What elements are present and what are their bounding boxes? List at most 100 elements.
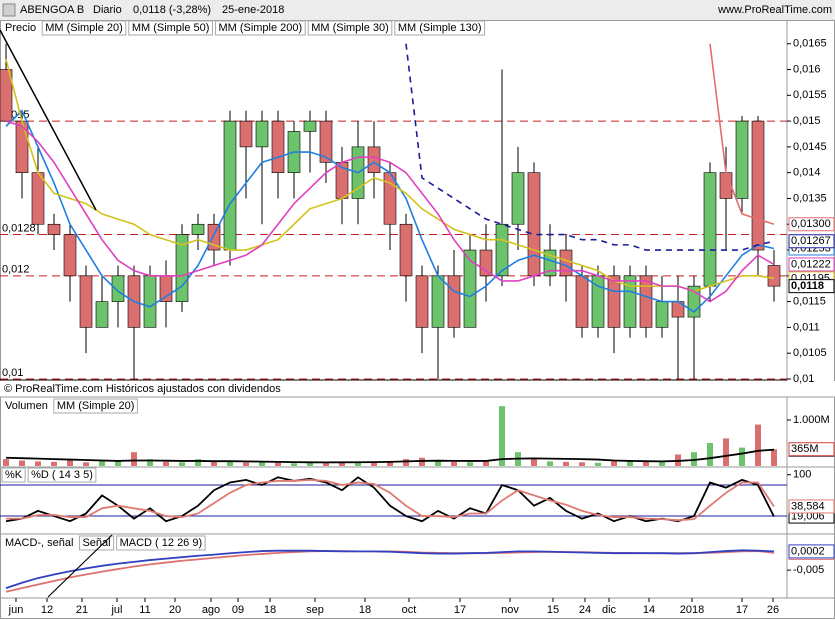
volume-bar [387, 460, 393, 466]
symbol: ABENGOA B [20, 4, 84, 16]
series-line [6, 478, 775, 522]
candle-body [527, 172, 541, 277]
volume-bar [451, 461, 457, 466]
x-tick-label: 17 [454, 604, 466, 616]
series-line [709, 43, 775, 226]
candle-body [111, 275, 125, 302]
legend-label: Volumen [5, 400, 48, 412]
legend-box [41, 20, 127, 36]
volume-bar [3, 459, 9, 466]
volume-bar [147, 459, 153, 466]
y-tick-label: 0,0155 [793, 89, 827, 101]
last-value-label: 0,0118 [791, 280, 824, 292]
legend-box [116, 535, 206, 551]
last-value-label: 19,006 [791, 510, 825, 522]
candle-body [639, 275, 653, 328]
candle-body [559, 249, 573, 277]
last-value-box [788, 234, 835, 249]
x-tick-label: jun [8, 604, 24, 616]
volume-bar [163, 461, 169, 466]
legend-label: Precio [5, 22, 36, 34]
y-tick-label: 100 [793, 469, 811, 481]
candle-body [63, 234, 77, 277]
candle-body [399, 223, 413, 277]
series-line [5, 550, 775, 593]
candle-body [623, 275, 637, 328]
last-value-box [788, 442, 835, 457]
legend-box [394, 20, 486, 36]
candle-body [79, 275, 93, 328]
volume-bar [419, 457, 425, 466]
candle-body [703, 172, 717, 287]
series-line [5, 120, 775, 303]
series-line [5, 476, 775, 523]
legend-label: %D ( 14 3 5) [31, 469, 93, 481]
x-tick-label: 15 [547, 604, 559, 616]
footer-strip [0, 381, 835, 397]
level-label: 0,0128 [2, 222, 36, 234]
legend-box [53, 398, 138, 414]
last-value-label: 0,01267 [791, 235, 831, 247]
y-tick-label: -0,005 [793, 564, 824, 576]
volume-bar [643, 460, 649, 466]
x-tick-label: 2018 [680, 604, 704, 616]
volume-bar [307, 462, 313, 466]
trend-line [0, 29, 97, 211]
last-value-box [788, 499, 835, 514]
candle-body [223, 120, 237, 251]
volume-bar [227, 460, 233, 466]
candle-body [95, 301, 109, 328]
site: www.ProRealTime.com [717, 4, 832, 16]
last-value-box [788, 217, 835, 232]
y-tick-label: 0,01 [793, 373, 814, 385]
y-tick-label: 0,014 [793, 167, 821, 179]
candle-body [511, 172, 525, 225]
plot: 0,0165 0,016 0,0155 0,015 0,0145 0,014 0,0135 0… [0, 20, 835, 616]
legend-label: MACD-, señal [5, 537, 73, 549]
legend-box [307, 20, 393, 36]
y-tick-label: 0,015 [793, 115, 821, 127]
trend-line [47, 534, 113, 598]
x-tick-label: sep [306, 604, 324, 616]
quote: 0,0118 (-3,28%) [133, 4, 211, 16]
volume-bar [739, 447, 745, 466]
candle-body [575, 275, 589, 328]
y-tick-label: 0,0105 [793, 347, 827, 359]
candle-body [47, 223, 61, 235]
x-tick-label: 24 [579, 604, 591, 616]
candle-body [607, 275, 621, 328]
volume-bar [371, 462, 377, 466]
candle-body [175, 234, 189, 302]
candle-body [319, 120, 333, 163]
volume-bar [115, 461, 121, 466]
x-tick-label: 12 [41, 604, 53, 616]
legend-box [1, 467, 26, 483]
x-tick-label: jul [110, 604, 122, 616]
volume-bar [259, 461, 265, 466]
y-tick-label: 0,0165 [793, 38, 827, 50]
last-value-label: 0,01300 [791, 218, 831, 230]
candle-body [303, 120, 317, 132]
x-tick-label: 21 [76, 604, 88, 616]
volume-bar [403, 459, 409, 466]
footer-note: © ProRealTime.com Históricos ajustados c… [4, 383, 281, 395]
volume-bar [611, 461, 617, 466]
volume-bar [99, 460, 105, 466]
x-tick-label: 14 [643, 604, 655, 616]
legend-label: MM (Simple 50) [132, 22, 210, 34]
series-line [5, 448, 775, 464]
legend-box [2, 21, 40, 35]
header-bar [0, 0, 835, 20]
legend-label: %K [5, 469, 23, 481]
candle-body [271, 120, 285, 173]
volume-bar [355, 461, 361, 466]
x-tick-label: oct [402, 604, 417, 616]
legend-label: MM (Simple 20) [57, 400, 135, 412]
candle-body [751, 120, 765, 251]
volume-bar [707, 442, 713, 466]
candle-body [495, 223, 509, 277]
volume-bar [771, 449, 777, 466]
y-tick-label: 1.000M [793, 414, 830, 426]
level-label: 0,01 [2, 367, 23, 379]
x-tick-label: 26 [767, 604, 779, 616]
